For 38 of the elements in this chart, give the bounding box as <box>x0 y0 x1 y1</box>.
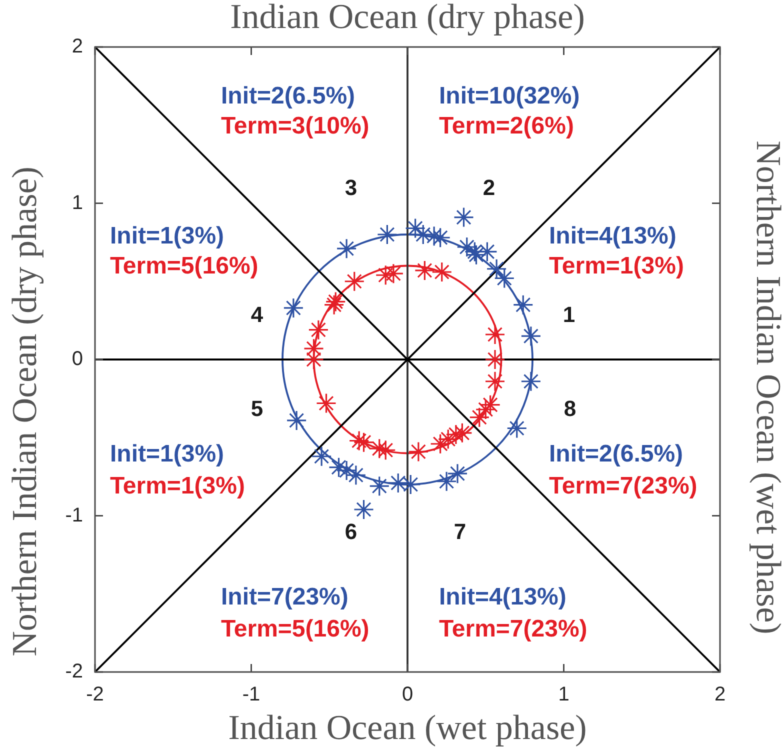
y-tick-label: -2 <box>65 660 83 683</box>
annotation: 3 <box>344 175 358 200</box>
chart-title: Indian Ocean (dry phase) <box>230 0 585 36</box>
annotation: Init=1(3%) <box>110 440 224 468</box>
annotation: 7 <box>454 519 466 544</box>
y2-axis-title: Northern Indian Ocean (wet phase) <box>748 140 783 634</box>
annotation: Init=1(3%) <box>110 222 224 250</box>
annotation: 6 <box>344 519 358 544</box>
y-tick-label: 1 <box>72 192 83 214</box>
annotation: Term=5(16%) <box>221 616 370 643</box>
annotation: Init=2(6.5%) <box>221 82 356 110</box>
annotation: Init=7(23%) <box>221 584 348 611</box>
annotation: Term=2(6%) <box>439 112 574 140</box>
annotation: Term=7(23%) <box>549 472 698 500</box>
x-tick-label: 1 <box>558 684 570 706</box>
y-tick-label: 2 <box>72 36 83 58</box>
annotation: Term=3(10%) <box>221 112 370 140</box>
x-tick-label: -1 <box>242 684 260 706</box>
annotation: 5 <box>250 396 264 422</box>
annotation: Init=2(6.5%) <box>549 440 684 468</box>
x-tick-label: -2 <box>86 684 104 706</box>
annotation: Term=1(3%) <box>110 472 245 500</box>
x-tick-label: 2 <box>714 684 726 706</box>
x-tick-label: 0 <box>402 684 414 706</box>
annotation: 8 <box>564 396 576 422</box>
annotation: 4 <box>250 302 264 328</box>
annotation: 1 <box>562 302 576 328</box>
annotation: Term=7(23%) <box>439 616 588 643</box>
y-tick-label: -1 <box>65 504 83 526</box>
y-axis-title: Northern Indian Ocean (dry phase) <box>5 166 44 656</box>
annotation: Init=4(13%) <box>549 222 676 250</box>
annotation: Init=4(13%) <box>439 584 566 611</box>
annotation: 2 <box>482 175 496 200</box>
annotation: Term=5(16%) <box>110 252 258 280</box>
x-axis-title: Indian Ocean (wet phase) <box>228 708 587 748</box>
annotation: Init=10(32%) <box>439 82 580 110</box>
annotation: Term=1(3%) <box>549 252 684 280</box>
y-tick-label: 0 <box>72 348 83 370</box>
